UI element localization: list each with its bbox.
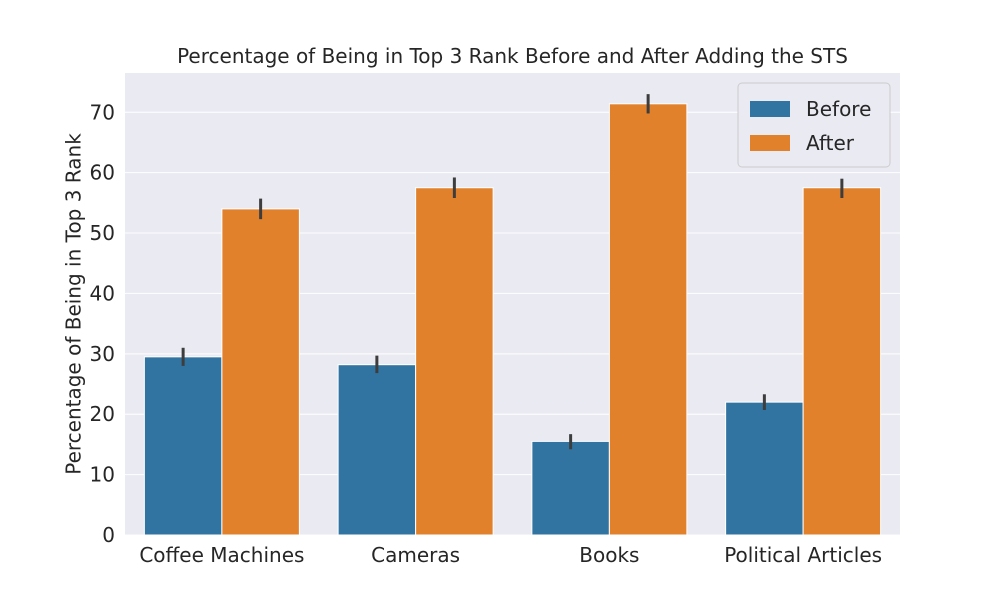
y-tick-label: 40 [90,281,115,305]
legend-swatch-before [750,101,790,117]
y-tick-label: 0 [102,523,115,547]
y-tick-label: 10 [90,463,115,487]
y-axis-label: Percentage of Being in Top 3 Rank [62,133,86,475]
bar-before-0 [143,356,223,536]
bar-before-1 [337,364,417,536]
bars [143,103,882,536]
error-bars [181,94,844,450]
chart-title: Percentage of Being in Top 3 Rank Before… [177,44,848,68]
x-tick-labels: Coffee Machines Cameras Books Political Art… [139,543,882,567]
legend-swatch-after [750,135,790,151]
y-tick-label: 60 [90,161,115,185]
x-tick-label: Coffee Machines [139,543,304,567]
y-tick-label: 70 [90,100,115,124]
legend-label-after: After [806,131,855,155]
y-tick-label: 20 [90,402,115,426]
x-tick-label: Cameras [371,543,460,567]
bar-after-1 [415,187,494,536]
y-tick-label: 50 [90,221,115,245]
bar-before-3 [725,401,804,536]
bar-after-2 [608,103,688,536]
legend-label-before: Before [806,97,871,121]
x-tick-label: Political Articles [724,543,882,567]
bar-after-3 [802,187,882,536]
bar-after-0 [221,208,300,536]
bar-before-2 [531,440,610,536]
y-tick-label: 30 [90,342,115,366]
x-tick-label: Books [579,543,639,567]
y-tick-labels: 0 10 20 30 40 50 60 70 [90,100,115,547]
legend: Before After [737,82,891,168]
